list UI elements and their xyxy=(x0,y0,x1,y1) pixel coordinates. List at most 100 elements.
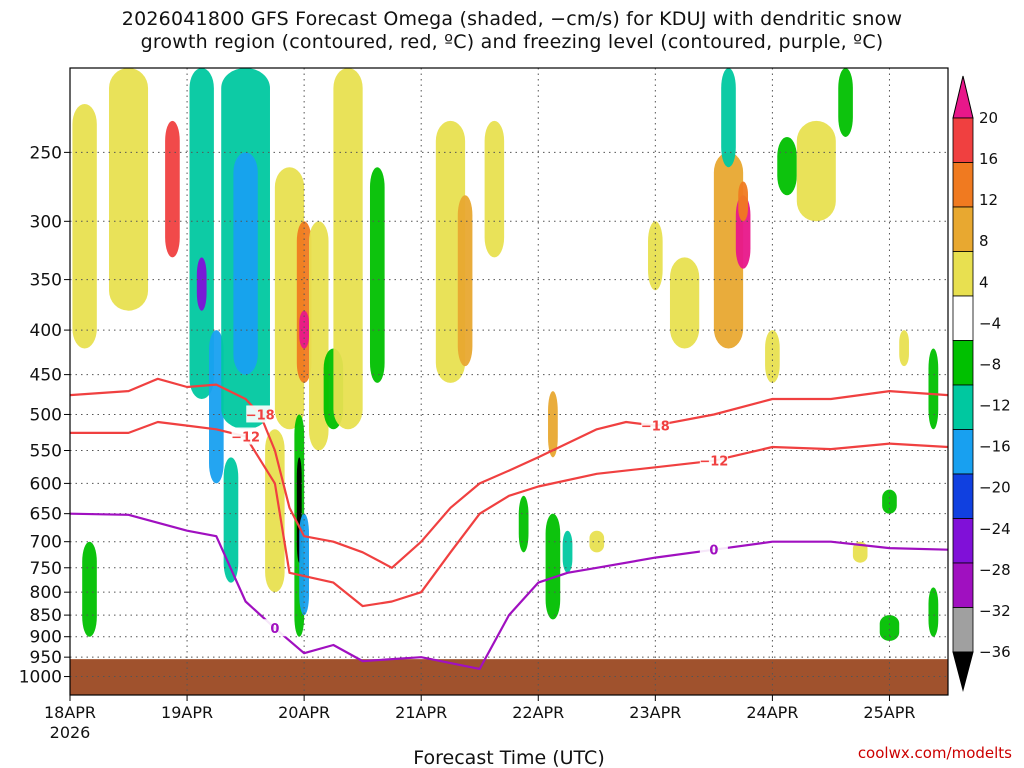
omega-shade-33 xyxy=(738,181,749,222)
colorbar-label-3: 8 xyxy=(979,232,989,250)
y-tick-label-850: 850 xyxy=(30,606,62,626)
omega-shade-13 xyxy=(299,310,310,349)
contour-label-bg--12-1 xyxy=(699,451,728,469)
omega-shade-4 xyxy=(189,68,214,400)
y-tick-label-900: 900 xyxy=(30,628,62,648)
omega-shade-1 xyxy=(82,541,97,637)
contour-line-0 xyxy=(70,512,948,671)
time-axis: 18APR 19APR 20APR 21APR 22APR 23APR 24APR 25APR… xyxy=(44,695,916,742)
omega-shade-5 xyxy=(196,257,207,311)
x-year-label: 2026 xyxy=(50,723,91,742)
colorbar-label-0: 20 xyxy=(979,109,998,127)
x-tick-label-25APR: 25APR xyxy=(863,703,915,722)
y-tick-label-500: 500 xyxy=(30,405,62,425)
omega-shading xyxy=(70,68,948,695)
omega-shade-31 xyxy=(713,152,744,349)
contour-line--18 xyxy=(70,377,948,569)
omega-shade-2 xyxy=(109,68,149,311)
colorbar-swatch-2 xyxy=(952,162,974,208)
omega-shade-39 xyxy=(852,541,868,563)
x-tick-label-18APR: 18APR xyxy=(44,703,96,722)
colorbar-swatch-10 xyxy=(952,518,974,564)
x-tick-label-19APR: 19APR xyxy=(161,703,213,722)
contour-label-bg--18-1 xyxy=(641,416,670,434)
colorbar-swatch-7 xyxy=(952,384,974,430)
omega-shade-34 xyxy=(721,68,736,168)
colorbar-label-12: −32 xyxy=(979,602,1011,620)
colorbar-label-9: −20 xyxy=(979,479,1011,497)
omega-shade-27 xyxy=(562,530,573,573)
colorbar-label-11: −28 xyxy=(979,561,1011,579)
contour-label--18-1: −18 xyxy=(641,420,670,435)
omega-shade-36 xyxy=(777,136,797,196)
colorbar-swatch-3 xyxy=(952,206,974,252)
y-tick-label-950: 950 xyxy=(30,648,62,668)
omega-shade-40 xyxy=(879,615,900,641)
site-credit: coolwx.com/modelts xyxy=(857,744,1012,762)
omega-shade-25 xyxy=(548,391,558,458)
omega-shade-26 xyxy=(545,513,561,620)
colorbar-label-10: −24 xyxy=(979,520,1011,538)
omega-shade-3 xyxy=(165,120,180,258)
contour-label-bg-0-1 xyxy=(699,540,728,558)
temperature-contours: −18 −18 −12 −12 0 0 xyxy=(70,377,948,671)
plot-frame xyxy=(69,67,949,696)
contour-label-bg-0-0 xyxy=(260,619,289,637)
omega-shade-19 xyxy=(333,68,363,430)
omega-shade-23 xyxy=(484,120,505,258)
omega-shade-7 xyxy=(223,457,239,583)
colorbar-label-5: −4 xyxy=(979,314,1001,332)
ground-surface xyxy=(70,659,948,695)
omega-shade-11 xyxy=(274,167,305,430)
colorbar-top-arrow xyxy=(952,75,974,119)
pressure-axis: 2503003504004505005506006507007508008509… xyxy=(19,143,70,688)
colorbar-swatch-11 xyxy=(952,562,974,608)
x-tick-label-21APR: 21APR xyxy=(395,703,447,722)
omega-shade-37 xyxy=(796,120,836,222)
y-tick-label-1000: 1000 xyxy=(19,668,62,688)
omega-colorbar: 20 16 12 8 4 −4 −8 −12 −16 −20 −24 −28 −32 −36 xyxy=(952,75,1011,692)
y-tick-label-450: 450 xyxy=(30,366,62,386)
contour-line--12 xyxy=(70,420,948,608)
colorbar-label-4: 4 xyxy=(979,273,989,291)
omega-shade-42 xyxy=(899,330,909,367)
colorbar-bottom-arrow xyxy=(952,651,974,692)
y-tick-label-250: 250 xyxy=(30,143,62,163)
colorbar-label-8: −16 xyxy=(979,438,1011,456)
colorbar-label-2: 12 xyxy=(979,191,998,209)
chart-title-line-2: growth region (contoured, red, ºC) and f… xyxy=(140,31,884,53)
omega-shade-28 xyxy=(589,530,605,553)
colorbar-label-6: −8 xyxy=(979,355,1001,373)
colorbar-swatch-5 xyxy=(952,295,974,341)
omega-shade-44 xyxy=(928,587,939,637)
y-tick-label-400: 400 xyxy=(30,321,62,341)
x-tick-label-20APR: 20APR xyxy=(278,703,330,722)
contour-label--12-1: −12 xyxy=(699,455,728,470)
contour-label--18-0: −18 xyxy=(246,408,275,423)
colorbar-swatch-9 xyxy=(952,473,974,519)
y-tick-label-700: 700 xyxy=(30,533,62,553)
omega-shade-6 xyxy=(209,330,224,484)
omega-shade-43 xyxy=(928,348,939,430)
x-axis-title: Forecast Time (UTC) xyxy=(413,747,604,768)
omega-shade-35 xyxy=(765,330,780,383)
omega-shade-41 xyxy=(882,489,897,514)
chart-title-line-1: 2026041800 GFS Forecast Omega (shaded, −… xyxy=(121,8,903,30)
omega-shade-9 xyxy=(233,152,258,375)
y-tick-label-550: 550 xyxy=(30,442,62,462)
y-tick-label-750: 750 xyxy=(30,559,62,579)
y-tick-label-800: 800 xyxy=(30,583,62,603)
colorbar-label-7: −12 xyxy=(979,397,1011,415)
omega-shade-0 xyxy=(72,104,97,349)
x-tick-label-22APR: 22APR xyxy=(512,703,564,722)
y-tick-label-300: 300 xyxy=(30,212,62,232)
colorbar-swatch-6 xyxy=(952,340,974,386)
grid-lines xyxy=(70,68,948,695)
colorbar-swatch-8 xyxy=(952,429,974,475)
y-tick-label-350: 350 xyxy=(30,271,62,291)
omega-shade-24 xyxy=(518,495,529,553)
contour-label--12-0: −12 xyxy=(231,430,260,445)
colorbar-swatch-4 xyxy=(952,251,974,297)
colorbar-swatch-12 xyxy=(952,607,974,653)
